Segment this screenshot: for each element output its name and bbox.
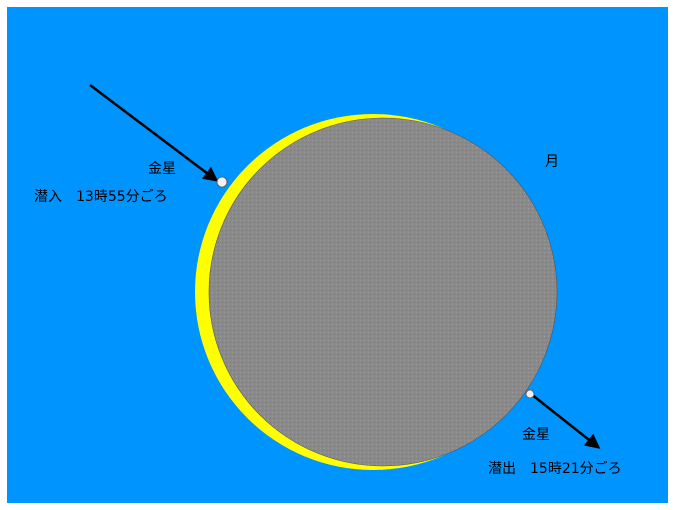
ingress-arrow (89, 84, 219, 182)
venus-ingress-name: 金星 (148, 161, 176, 177)
moon-label: 月 (545, 154, 559, 170)
venus-ingress-time: 潜入 13時55分ごろ (34, 189, 168, 205)
venus-egress-name: 金星 (522, 427, 550, 443)
venus-egress-time: 潜出 15時21分ごろ (488, 461, 622, 477)
egress-arrow (530, 393, 601, 449)
venus-egress-dot (525, 389, 535, 399)
moon-disk (208, 117, 558, 467)
venus-ingress-dot (216, 176, 228, 188)
